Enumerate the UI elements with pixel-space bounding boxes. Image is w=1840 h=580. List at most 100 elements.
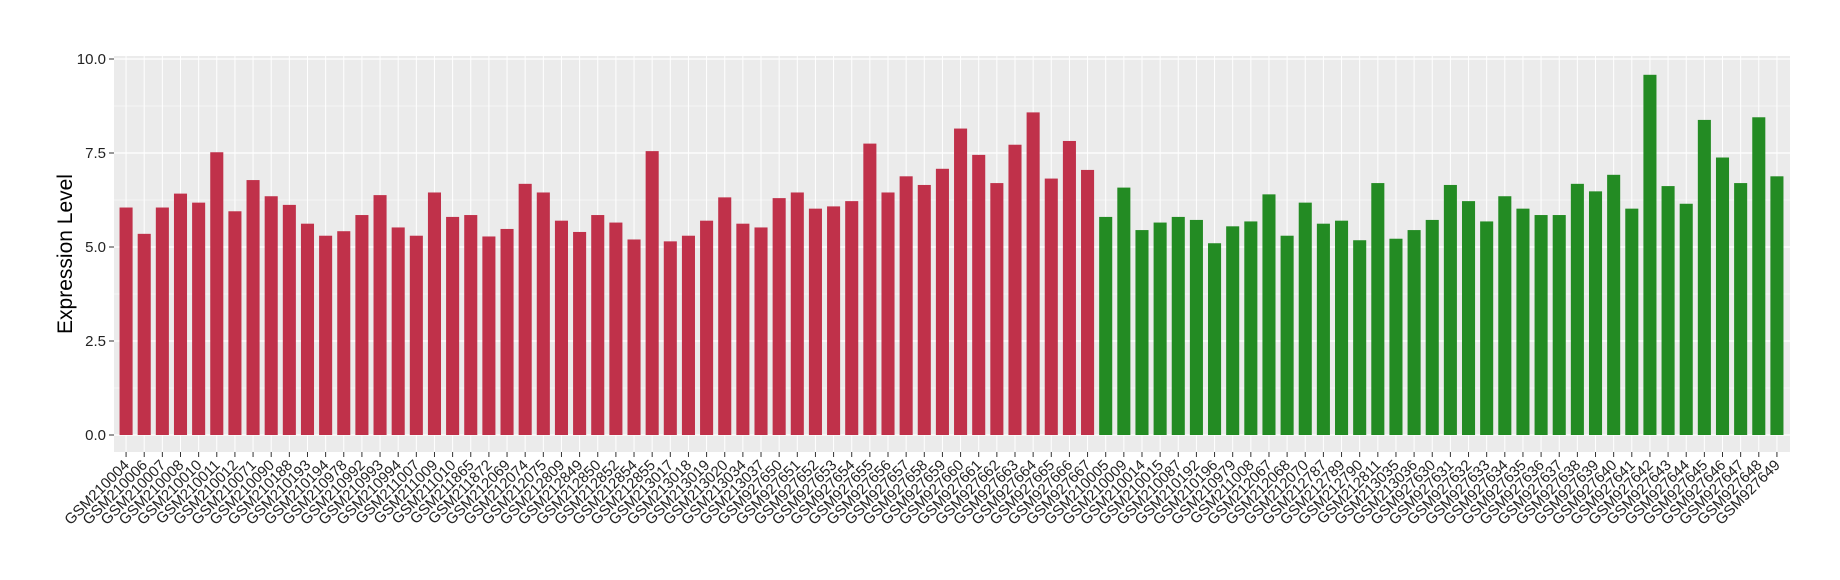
bar-GSM927664 — [1026, 112, 1040, 435]
bar-GSM927638 — [1570, 183, 1584, 435]
bar-GSM212809 — [554, 220, 568, 435]
bar-GSM927643 — [1661, 186, 1675, 435]
bar-GSM927660 — [954, 128, 968, 435]
bar-GSM927642 — [1643, 74, 1657, 436]
y-tick-label: 5.0 — [85, 239, 106, 256]
bar-GSM927656 — [881, 192, 895, 435]
bar-GSM212075 — [536, 192, 550, 435]
bar-GSM927659 — [935, 168, 949, 436]
y-axis-title: Expression Level — [54, 174, 77, 334]
bar-GSM927637 — [1552, 215, 1566, 435]
bar-GSM212069 — [500, 228, 514, 435]
bar-GSM210010 — [192, 202, 206, 435]
bar-GSM210008 — [173, 193, 188, 435]
bar-GSM927666 — [1062, 140, 1076, 435]
bar-GSM210196 — [1208, 243, 1222, 435]
bar-GSM213020 — [718, 197, 732, 435]
bar-GSM212855 — [645, 151, 659, 435]
bar-GSM210015 — [1153, 222, 1167, 435]
bar-GSM213017 — [663, 241, 677, 435]
bar-GSM210993 — [373, 195, 387, 435]
bar-GSM927633 — [1480, 221, 1494, 435]
bar-GSM210004 — [119, 207, 133, 435]
bar-GSM210193 — [300, 223, 315, 435]
bar-GSM212068 — [1280, 235, 1294, 435]
bar-GSM213034 — [736, 223, 750, 435]
bar-GSM210978 — [337, 231, 351, 435]
bar-GSM927631 — [1443, 184, 1457, 435]
bar-GSM927662 — [990, 183, 1004, 435]
bar-GSM927655 — [863, 143, 877, 435]
bar-GSM210012 — [228, 211, 242, 435]
bar-GSM211009 — [427, 192, 442, 435]
bar-GSM927653 — [827, 206, 841, 435]
bar-GSM210011 — [210, 152, 224, 436]
bar-GSM927640 — [1607, 174, 1621, 436]
bar-GSM210014 — [1135, 230, 1149, 435]
bar-GSM927651 — [790, 192, 804, 435]
bars — [119, 74, 1784, 436]
bar-GSM210005 — [1099, 216, 1113, 435]
bar-GSM212852 — [609, 222, 623, 435]
y-tick-label: 0.0 — [85, 427, 106, 444]
bar-GSM210994 — [391, 227, 405, 435]
bar-GSM211008 — [1244, 221, 1258, 435]
bar-GSM927641 — [1625, 208, 1639, 435]
y-tick-label: 7.5 — [85, 145, 106, 162]
bar-GSM212790 — [1353, 240, 1367, 435]
bar-GSM210192 — [1189, 219, 1203, 435]
bar-GSM213019 — [700, 220, 714, 435]
bar-GSM210006 — [137, 233, 151, 435]
bar-GSM212787 — [1316, 223, 1330, 435]
bar-GSM212067 — [1262, 194, 1276, 435]
y-axis: 0.0 2.5 5.0 7.5 10.0 — [77, 51, 114, 444]
bar-GSM212789 — [1335, 220, 1349, 435]
bar-GSM927654 — [845, 201, 859, 435]
bar-GSM212074 — [518, 183, 532, 435]
bar-GSM212849 — [573, 231, 587, 435]
bar-GSM213037 — [754, 227, 768, 435]
bar-GSM927630 — [1425, 219, 1439, 435]
bar-GSM927649 — [1770, 176, 1784, 435]
bar-GSM927650 — [772, 198, 786, 435]
bar-GSM927648 — [1752, 117, 1766, 435]
x-axis: GSM210004GSM210006GSM210007GSM210008GSM2… — [61, 452, 1784, 528]
bar-GSM927665 — [1044, 178, 1058, 435]
bar-GSM927663 — [1008, 144, 1022, 435]
bar-GSM927652 — [808, 208, 822, 435]
y-tick-label: 2.5 — [85, 333, 106, 350]
bar-GSM212811 — [1371, 183, 1385, 435]
bar-GSM211010 — [446, 216, 460, 435]
bar-GSM927661 — [972, 154, 986, 435]
bar-GSM210194 — [319, 235, 333, 435]
bar-GSM211007 — [409, 235, 423, 435]
bar-GSM213035 — [1389, 238, 1403, 435]
bar-GSM212850 — [591, 215, 605, 435]
bar-GSM927645 — [1697, 119, 1711, 436]
bar-GSM210009 — [1117, 187, 1131, 435]
bar-GSM211872 — [482, 236, 496, 435]
bar-GSM927657 — [899, 176, 913, 435]
bar-GSM212854 — [627, 239, 641, 435]
bar-GSM927646 — [1715, 157, 1730, 435]
bar-GSM213018 — [681, 235, 695, 435]
bar-GSM210188 — [282, 204, 296, 435]
bar-GSM210979 — [1226, 226, 1240, 435]
bar-GSM927647 — [1734, 183, 1748, 435]
bar-GSM927635 — [1516, 208, 1530, 435]
y-tick-label: 10.0 — [77, 51, 106, 68]
bar-GSM213036 — [1407, 230, 1421, 435]
bar-GSM927634 — [1498, 196, 1512, 435]
bar-GSM927667 — [1081, 169, 1095, 436]
bar-GSM210007 — [155, 207, 169, 435]
bar-GSM210087 — [1171, 216, 1185, 435]
bar-GSM210090 — [264, 196, 278, 435]
bar-GSM927639 — [1588, 191, 1603, 435]
bar-GSM927636 — [1534, 215, 1548, 435]
bar-GSM211865 — [464, 215, 478, 435]
bar-GSM210992 — [355, 215, 369, 435]
bar-GSM927632 — [1461, 201, 1476, 435]
bar-GSM210071 — [246, 180, 260, 435]
